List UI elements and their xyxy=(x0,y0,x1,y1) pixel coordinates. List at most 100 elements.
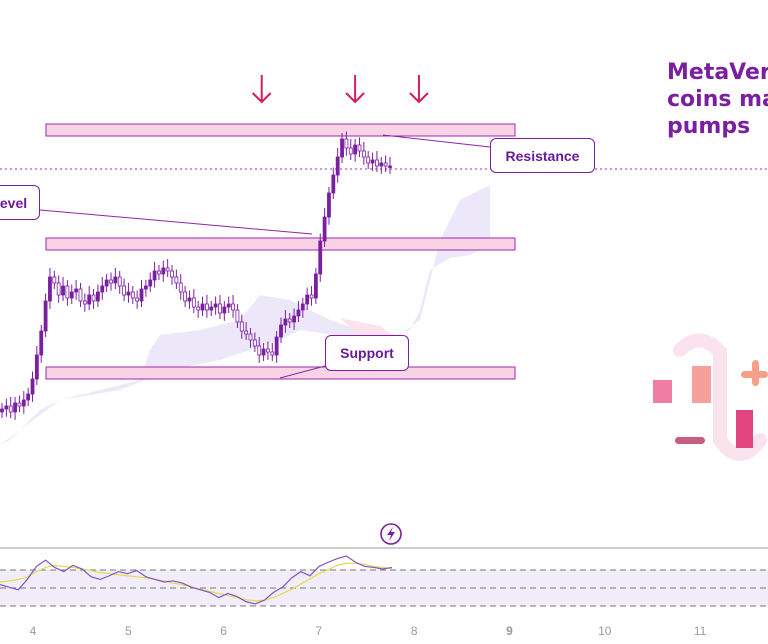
candle xyxy=(231,295,235,318)
candle xyxy=(370,152,375,171)
candle xyxy=(383,155,388,172)
down-arrow-icon xyxy=(252,75,272,104)
candle-body xyxy=(74,288,79,293)
candle-body xyxy=(17,402,22,407)
candle-body xyxy=(56,282,61,296)
candle xyxy=(270,343,275,361)
candle-body xyxy=(170,270,174,278)
candle xyxy=(113,268,118,289)
x-tick-label: 8 xyxy=(411,624,418,638)
candle-body xyxy=(213,303,218,308)
candle-body xyxy=(126,291,131,296)
candle-body xyxy=(353,144,358,155)
resistance-callout: Resistance xyxy=(490,138,595,173)
candle-body xyxy=(135,297,140,302)
candle xyxy=(104,274,109,292)
chart-decoration xyxy=(653,333,768,461)
candle-body xyxy=(174,276,179,284)
candle-body xyxy=(335,156,340,176)
candle-body xyxy=(4,405,9,410)
candle xyxy=(322,208,327,247)
resistance-zone xyxy=(45,123,516,137)
candle xyxy=(366,151,371,169)
candle xyxy=(218,295,222,319)
candle-body xyxy=(122,285,126,296)
candle xyxy=(21,391,26,414)
candle-body xyxy=(248,333,253,341)
candle-body xyxy=(117,276,122,287)
candle-body xyxy=(178,282,183,293)
candle xyxy=(213,296,218,315)
candle-body xyxy=(274,336,279,356)
candle-body xyxy=(148,279,153,287)
candle xyxy=(100,277,105,300)
candle-body xyxy=(331,174,336,194)
candle-body xyxy=(226,303,231,308)
candle xyxy=(313,268,318,304)
candle-body xyxy=(300,303,305,311)
candle xyxy=(200,296,205,316)
candle-body xyxy=(165,267,170,272)
candle-body xyxy=(357,144,362,152)
candle xyxy=(292,308,296,330)
candle xyxy=(135,290,140,309)
candle-body xyxy=(26,393,31,401)
candle-body xyxy=(157,270,161,275)
candle-body xyxy=(287,318,292,323)
candle xyxy=(296,301,301,322)
candle-body xyxy=(100,285,105,293)
candle xyxy=(226,296,231,313)
candle-body xyxy=(96,291,100,302)
x-tick-label: 11 xyxy=(694,624,707,638)
candle-body xyxy=(296,309,301,317)
candle xyxy=(261,343,266,361)
candle-body xyxy=(361,150,366,158)
candle xyxy=(196,301,201,318)
candle xyxy=(139,280,144,307)
candle-body xyxy=(82,300,87,305)
candle-body xyxy=(65,285,70,299)
candle-body xyxy=(43,300,48,332)
candle xyxy=(335,148,340,183)
candle-body xyxy=(139,288,144,302)
headline-line-3: pumps xyxy=(667,114,751,139)
candle xyxy=(91,289,96,309)
candle xyxy=(74,280,79,300)
candle xyxy=(48,268,52,309)
candle xyxy=(148,272,153,292)
candle xyxy=(109,272,113,291)
candle-body xyxy=(388,165,392,168)
candle-body xyxy=(283,318,288,326)
candle-body xyxy=(109,279,113,284)
candle-body xyxy=(235,309,240,323)
candle-body xyxy=(91,294,96,302)
candle-body xyxy=(30,378,35,395)
x-tick-label: 4 xyxy=(30,624,37,638)
lightning-icon[interactable] xyxy=(380,523,402,545)
candle xyxy=(318,233,323,282)
candle-body xyxy=(261,348,266,356)
candle xyxy=(248,328,253,348)
candle xyxy=(82,293,87,312)
candle xyxy=(170,265,174,285)
cloud-pink-area xyxy=(340,318,400,340)
candle xyxy=(340,133,344,163)
breakout-level-zone xyxy=(45,237,516,251)
candle xyxy=(152,262,157,288)
candle xyxy=(287,313,292,328)
candle xyxy=(13,397,17,420)
candle-body xyxy=(252,339,257,347)
candle-body xyxy=(87,294,92,305)
candle-body xyxy=(309,294,314,299)
candle xyxy=(388,157,392,174)
candle xyxy=(209,301,214,316)
candle xyxy=(157,265,161,280)
candle-body xyxy=(318,240,323,275)
candle-body xyxy=(104,279,109,287)
candle xyxy=(39,325,44,363)
level-zones xyxy=(45,123,516,380)
candle-body xyxy=(313,273,318,299)
candle xyxy=(305,287,310,310)
headline-line-2: coins ma xyxy=(667,87,768,112)
